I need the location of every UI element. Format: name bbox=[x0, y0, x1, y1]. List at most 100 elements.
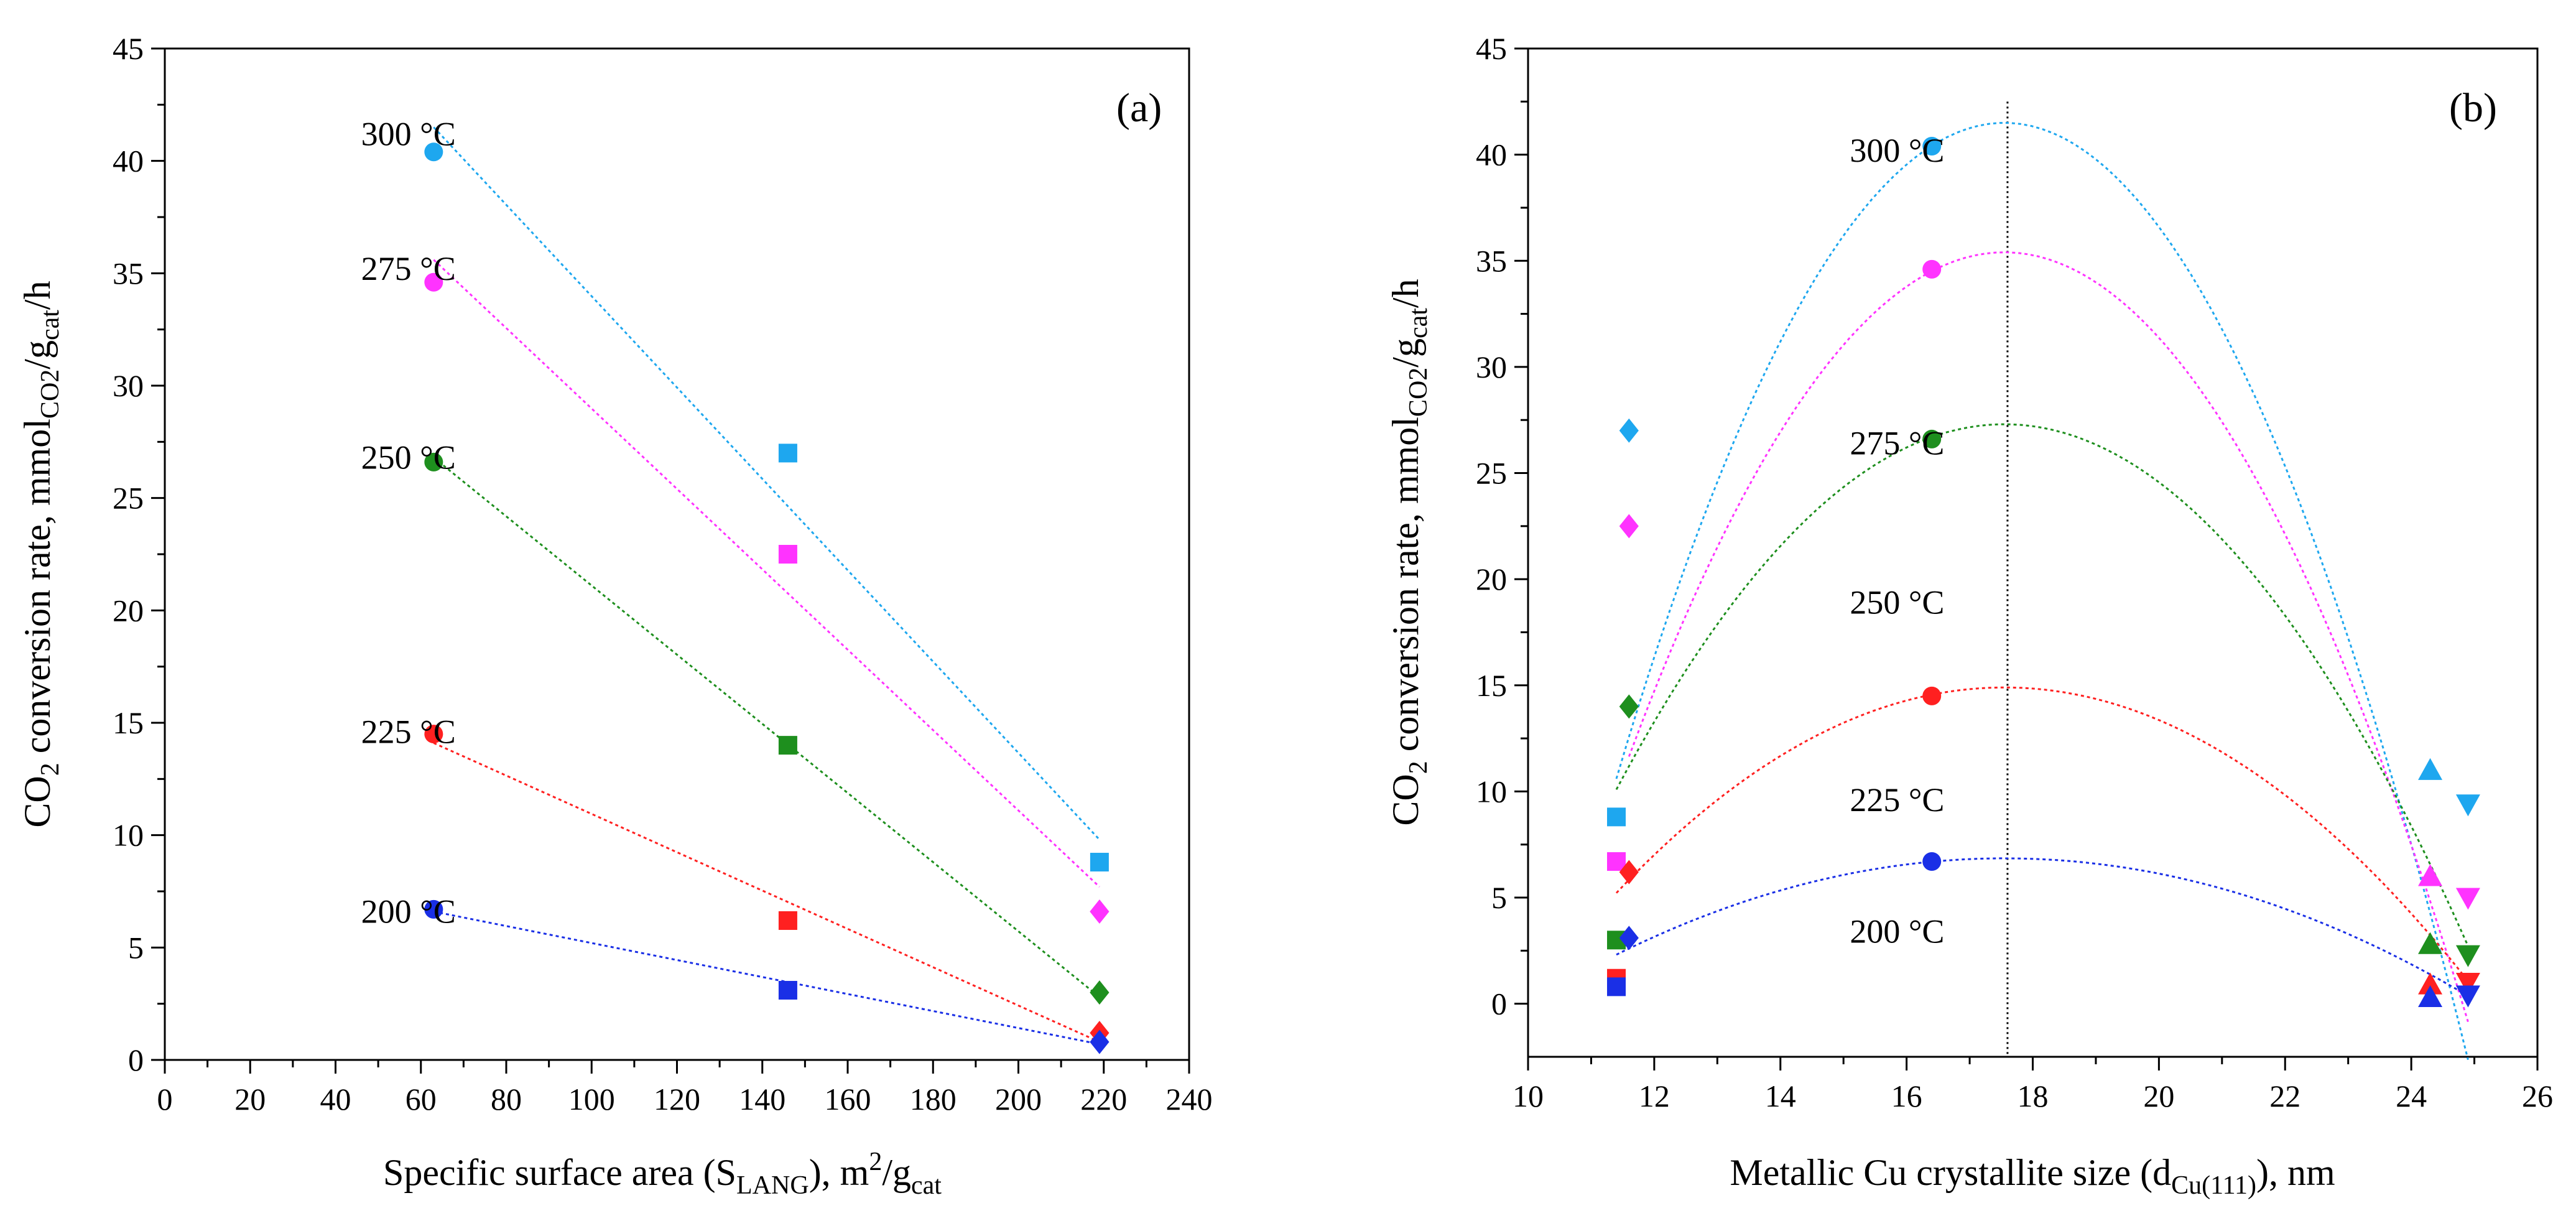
x-tick-label: 240 bbox=[1166, 1082, 1213, 1117]
data-point-275 bbox=[1619, 514, 1639, 539]
temperature-label-275: 275 °C bbox=[1850, 425, 1944, 462]
data-point-225 bbox=[424, 725, 443, 744]
y-tick-label: 35 bbox=[1476, 243, 1507, 278]
panel-b-label: (b) bbox=[2449, 85, 2497, 131]
data-point-200 bbox=[2455, 985, 2480, 1008]
data-point-200 bbox=[2418, 985, 2443, 1008]
data-point-300 bbox=[1619, 418, 1639, 443]
panel-b-y-axis-title: CO2 conversion rate, mmolCO2/gcat/h bbox=[1385, 279, 1433, 825]
panel-a-x-axis-title: Specific surface area (SLANG), m2/gcat bbox=[383, 1148, 942, 1200]
x-tick-label: 14 bbox=[1765, 1079, 1796, 1113]
data-point-300 bbox=[2455, 794, 2480, 817]
y-tick-label: 30 bbox=[113, 368, 144, 403]
y-tick-label: 25 bbox=[1476, 456, 1507, 491]
temperature-label-200: 200 °C bbox=[361, 893, 456, 931]
panel-a-label: (a) bbox=[1116, 85, 1162, 131]
temperature-label-300: 300 °C bbox=[361, 115, 456, 152]
data-point-275 bbox=[1922, 259, 1942, 279]
temperature-label-300: 300 °C bbox=[1850, 132, 1944, 169]
data-point-275 bbox=[424, 272, 443, 292]
data-point-225 bbox=[1619, 860, 1639, 885]
x-tick-label: 10 bbox=[1513, 1079, 1544, 1113]
x-tick-label: 200 bbox=[995, 1082, 1042, 1117]
data-point-250 bbox=[2455, 945, 2480, 967]
y-tick-label: 30 bbox=[1476, 350, 1507, 384]
x-tick-label: 160 bbox=[825, 1082, 871, 1117]
temperature-label-225: 225 °C bbox=[1850, 781, 1944, 819]
y-tick-label: 45 bbox=[113, 31, 144, 66]
data-point-200 bbox=[778, 980, 797, 1000]
panel-a-chart: 0 20 40 60 80 100 120 140 160 180 200 220 240 0 5 10 15 2… bbox=[17, 31, 1213, 1200]
x-tick-label: 60 bbox=[405, 1082, 437, 1117]
x-tick-label: 100 bbox=[568, 1082, 615, 1117]
y-tick-label: 40 bbox=[113, 144, 144, 179]
x-tick-label: 140 bbox=[739, 1082, 785, 1117]
fit-line-275 bbox=[433, 259, 1100, 888]
x-tick-label: 40 bbox=[320, 1082, 351, 1117]
data-point-225 bbox=[2418, 972, 2443, 995]
x-tick-label: 20 bbox=[2143, 1079, 2174, 1113]
y-tick-label: 10 bbox=[1476, 774, 1507, 809]
temperature-label-250: 250 °C bbox=[1850, 584, 1944, 621]
y-tick-label: 35 bbox=[113, 256, 144, 290]
y-tick-label: 0 bbox=[1491, 987, 1507, 1021]
data-point-275 bbox=[1607, 852, 1626, 871]
x-tick-label: 180 bbox=[910, 1082, 957, 1117]
y-tick-label: 0 bbox=[128, 1043, 144, 1077]
x-tick-label: 80 bbox=[491, 1082, 522, 1117]
x-tick-label: 26 bbox=[2522, 1079, 2553, 1113]
x-tick-label: 24 bbox=[2396, 1079, 2427, 1113]
x-tick-label: 22 bbox=[2269, 1079, 2300, 1113]
y-tick-label: 15 bbox=[1476, 668, 1507, 703]
fit-line-225 bbox=[433, 742, 1100, 1043]
x-tick-label: 0 bbox=[157, 1082, 173, 1117]
data-point-200 bbox=[1619, 926, 1639, 950]
y-tick-label: 45 bbox=[1476, 31, 1507, 66]
fit-curve-275 bbox=[1628, 251, 2469, 1023]
x-tick-label: 12 bbox=[1639, 1079, 1670, 1113]
temperature-label-275: 275 °C bbox=[361, 250, 456, 287]
fit-line-250 bbox=[433, 457, 1100, 998]
fit-curve-225 bbox=[1615, 686, 2469, 982]
y-tick-label: 10 bbox=[113, 818, 144, 853]
panel-b-chart: 10 12 14 16 18 20 22 24 26 0 5 10 15 20 25 30 35 40 45 300… bbox=[1385, 31, 2553, 1200]
data-point-250 bbox=[1922, 429, 1942, 448]
data-point-275 bbox=[778, 545, 797, 564]
panel-b-plot-frame bbox=[1527, 47, 2539, 1058]
fit-line-300 bbox=[433, 126, 1100, 840]
y-tick-label: 20 bbox=[113, 593, 144, 628]
temperature-label-250: 250 °C bbox=[361, 439, 456, 476]
data-point-300 bbox=[2418, 758, 2443, 780]
x-tick-label: 16 bbox=[1891, 1079, 1922, 1113]
x-tick-label: 220 bbox=[1080, 1082, 1127, 1117]
x-tick-label: 18 bbox=[2018, 1079, 2049, 1113]
temperature-label-225: 225 °C bbox=[361, 713, 456, 750]
x-tick-label: 120 bbox=[654, 1082, 700, 1117]
fit-line-200 bbox=[433, 911, 1100, 1046]
data-point-250 bbox=[1619, 694, 1639, 719]
panel-a-y-axis-title: CO2 conversion rate, mmolCO2/gcat/h bbox=[17, 281, 65, 827]
data-point-275 bbox=[1090, 899, 1110, 924]
data-point-225 bbox=[778, 911, 797, 930]
data-point-200 bbox=[424, 899, 443, 919]
data-point-300 bbox=[1922, 136, 1942, 156]
panel-a-plot-frame bbox=[164, 47, 1190, 1061]
data-point-225 bbox=[2455, 972, 2480, 995]
data-point-275 bbox=[2418, 864, 2443, 886]
data-point-300 bbox=[424, 142, 443, 162]
y-tick-label: 15 bbox=[113, 705, 144, 740]
y-tick-label: 25 bbox=[113, 481, 144, 516]
data-point-200 bbox=[1607, 977, 1626, 996]
fit-curve-300 bbox=[1615, 122, 2469, 1061]
y-tick-label: 40 bbox=[1476, 137, 1507, 172]
data-point-250 bbox=[424, 452, 443, 471]
fit-curve-250 bbox=[1615, 423, 2469, 947]
data-point-250 bbox=[1090, 980, 1110, 1005]
data-point-250 bbox=[778, 736, 797, 755]
data-point-300 bbox=[1607, 807, 1626, 827]
y-tick-label: 20 bbox=[1476, 562, 1507, 597]
data-point-225 bbox=[1922, 686, 1942, 705]
data-point-300 bbox=[778, 443, 797, 463]
fit-curve-200 bbox=[1616, 857, 2469, 997]
